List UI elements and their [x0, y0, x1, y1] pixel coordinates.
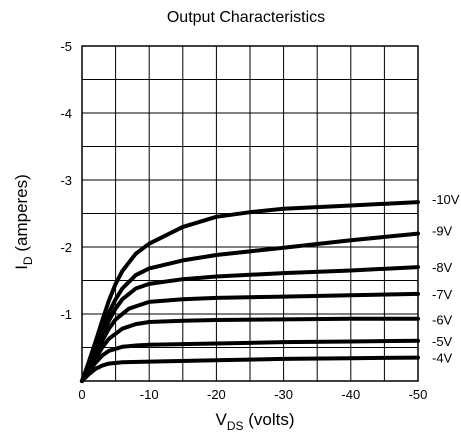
- x-axis-label-main: V: [215, 410, 227, 429]
- series-line-vgs-minus-4V: [80, 355, 420, 383]
- x-tick-label: -20: [207, 387, 226, 402]
- x-axis-label-sub: DS: [227, 419, 244, 433]
- series-line-vgs-minus-6V: [80, 316, 420, 383]
- series-label: -6V: [432, 313, 453, 328]
- x-axis-label: VDS (volts): [215, 410, 294, 433]
- y-tick-label: -4: [60, 106, 72, 121]
- x-tick-label: -40: [341, 387, 360, 402]
- y-axis-label-sub: D: [21, 256, 35, 265]
- series-label: -10V: [432, 192, 460, 207]
- y-axis-label: ID (amperes): [12, 174, 35, 270]
- y-axis-label-main: I: [12, 265, 31, 270]
- x-tick-label: 0: [78, 387, 85, 402]
- series-label: -8V: [432, 260, 453, 275]
- x-tick-label: -30: [274, 387, 293, 402]
- series-lines: [80, 200, 420, 383]
- y-tick-label: -5: [60, 39, 72, 54]
- tick-labels: 0 -10 -20 -30 -40 -50 -1 -2 -3 -4 -5: [60, 39, 427, 402]
- plot-frame: [81, 45, 419, 382]
- series-line-vgs-minus-10V: [80, 200, 420, 383]
- x-tick-label: -10: [140, 387, 159, 402]
- series-label: -7V: [432, 287, 453, 302]
- x-axis-label-rest: (volts): [244, 410, 295, 429]
- y-tick-label: -1: [60, 307, 72, 322]
- y-tick-label: -2: [60, 240, 72, 255]
- series-label: -9V: [432, 224, 453, 239]
- series-label: -5V: [432, 334, 453, 349]
- series-label: -4V: [432, 351, 453, 366]
- y-axis-label-rest: (amperes): [12, 174, 31, 256]
- x-tick-label: -50: [409, 387, 428, 402]
- y-tick-label: -3: [60, 173, 72, 188]
- chart-title: Output Characteristics: [167, 9, 325, 26]
- curve-labels: -4V -5V -6V -7V -8V -9V -10V: [432, 192, 460, 365]
